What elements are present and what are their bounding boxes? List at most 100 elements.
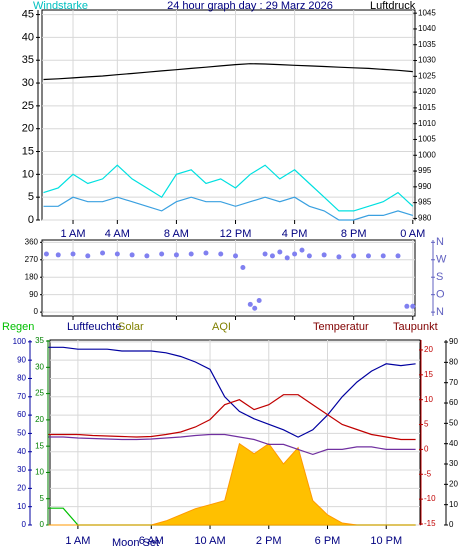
- y-tick-label: 40: [22, 31, 34, 43]
- point: [269, 253, 275, 259]
- y3-tick-label: 10: [35, 468, 44, 477]
- point: [114, 251, 120, 257]
- annotation: AQI: [212, 321, 231, 333]
- y2-tick-label: -15: [424, 519, 436, 528]
- line: [48, 394, 416, 441]
- x-tick-label: 10 PM: [370, 535, 402, 547]
- y2-tick-label: 995: [418, 166, 432, 175]
- point: [410, 303, 416, 309]
- point: [321, 252, 327, 258]
- y2-tick-label: N: [436, 236, 444, 248]
- legend-entry: Luftfeuchte: [67, 321, 121, 333]
- point: [203, 250, 209, 256]
- legend-entry: Regen: [2, 321, 34, 333]
- point: [247, 301, 253, 307]
- point: [299, 247, 305, 253]
- point: [336, 254, 342, 260]
- chart-title: 24 hour graph day : 29 Marz 2026: [167, 0, 333, 12]
- y-tick-label: 60: [17, 410, 26, 419]
- y2-tick-label: -10: [424, 494, 436, 503]
- legend-entry: Taupunkt: [393, 321, 438, 333]
- y-tick-label: 30: [22, 77, 34, 89]
- point: [100, 250, 106, 256]
- x-tick-label: 6 PM: [315, 535, 341, 547]
- line: [43, 196, 413, 221]
- y2-tick-label: 985: [418, 198, 432, 207]
- y-axis-title: Windstarke: [33, 0, 88, 12]
- x-tick-label: 4 PM: [282, 228, 308, 240]
- y3-tick-label: 0: [40, 520, 45, 529]
- plot-area: [41, 9, 416, 221]
- y2-tick-label: 1040: [418, 24, 436, 33]
- point: [85, 253, 91, 259]
- y2-tick-label: 15: [424, 370, 433, 379]
- area: [48, 442, 416, 526]
- point: [351, 253, 357, 259]
- x-tick-label: 1 AM: [60, 228, 85, 240]
- y3-tick-label: 25: [35, 389, 44, 398]
- y-tick-label: 270: [25, 255, 39, 264]
- y2-tick-label: 1030: [418, 56, 436, 65]
- plot-area: [41, 239, 416, 317]
- y2-tick-label: 1000: [418, 150, 436, 159]
- y4-tick-label: 90: [449, 337, 458, 346]
- y-tick-label: 70: [17, 392, 26, 401]
- y3-tick-label: 15: [35, 441, 44, 450]
- y4-tick-label: 80: [449, 357, 458, 366]
- y-tick-label: 50: [17, 429, 26, 438]
- x-tick-label: 2 PM: [256, 535, 282, 547]
- point: [218, 251, 224, 257]
- point: [365, 253, 371, 259]
- legend-entry: Solar: [118, 321, 144, 333]
- point: [395, 253, 401, 259]
- point: [144, 253, 150, 259]
- point: [43, 251, 49, 257]
- y2-tick-label: 1035: [418, 40, 436, 49]
- point: [306, 253, 312, 259]
- y4-tick-label: 50: [449, 418, 458, 427]
- point: [233, 253, 239, 259]
- y2-tick-label: 1045: [418, 8, 436, 17]
- y-tick-label: 10: [17, 502, 26, 511]
- x-tick-label: 12 PM: [220, 228, 252, 240]
- point: [252, 305, 258, 311]
- y2-tick-label: 990: [418, 182, 432, 191]
- y2-axis-title: Luftdruck: [370, 0, 416, 12]
- y-tick-label: 90: [17, 355, 26, 364]
- y-tick-label: 80: [17, 374, 26, 383]
- y-tick-label: 0: [34, 307, 39, 316]
- y4-tick-label: 0: [449, 520, 454, 529]
- point: [159, 251, 165, 257]
- x-tick-label: 8 PM: [341, 228, 367, 240]
- y-tick-label: 35: [22, 54, 34, 66]
- y2-tick-label: 980: [418, 214, 432, 223]
- point: [277, 249, 283, 255]
- y2-tick-label: 5: [424, 420, 429, 429]
- point: [129, 252, 135, 258]
- y2-tick-label: -5: [424, 469, 432, 478]
- point: [292, 251, 298, 257]
- point: [262, 251, 268, 257]
- x-tick-label: 8 AM: [164, 228, 189, 240]
- y2-tick-label: 1025: [418, 71, 436, 80]
- y3-tick-label: 20: [35, 415, 44, 424]
- x-tick-label: 4 AM: [105, 228, 130, 240]
- line: [48, 433, 416, 456]
- y-tick-label: 45: [22, 8, 34, 20]
- y4-tick-label: 60: [449, 398, 458, 407]
- y-tick-label: 90: [29, 290, 38, 299]
- y4-tick-label: 30: [449, 459, 458, 468]
- y-tick-label: 0: [22, 520, 27, 529]
- annotation: Moon Set: [112, 537, 159, 549]
- point: [188, 251, 194, 257]
- y2-tick-label: 1020: [418, 87, 436, 96]
- y-tick-label: 180: [25, 272, 39, 281]
- y4-tick-label: 70: [449, 378, 458, 387]
- y2-tick-label: 0: [424, 445, 429, 454]
- y4-tick-label: 20: [449, 479, 458, 488]
- point: [284, 255, 290, 261]
- point: [55, 252, 61, 258]
- y-tick-label: 100: [13, 337, 27, 346]
